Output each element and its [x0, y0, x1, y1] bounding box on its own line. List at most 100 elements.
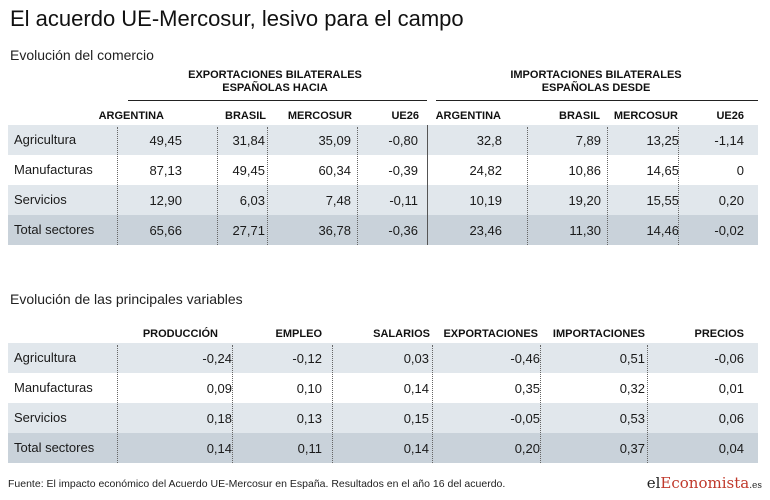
table-cell: 31,84: [232, 133, 265, 148]
column-divider: [332, 345, 333, 463]
table-cell: 0,14: [403, 381, 429, 396]
column-divider: [678, 127, 679, 245]
table-row: Manufacturas 87,13 49,45 60,34 -0,39 24,82 10,…: [8, 155, 758, 185]
column-divider: [647, 345, 648, 463]
table-cell: 87,13: [149, 163, 182, 178]
table-cell: 0,37: [619, 441, 645, 456]
t1-col-header: ARGENTINA: [435, 110, 501, 122]
export-group-underline: [128, 100, 427, 101]
table-cell: -0,36: [388, 223, 418, 238]
table-cell: 0,32: [619, 381, 645, 396]
table-cell: -0,39: [388, 163, 418, 178]
export-group-line2: ESPAÑOLAS HACIA: [222, 82, 328, 94]
table-row: Total sectores 65,66 27,71 36,78 -0,36 23,46 1…: [8, 215, 758, 245]
t1-col-header: BRASIL: [559, 110, 600, 122]
logo-text-pre: el: [646, 474, 661, 492]
column-divider: [607, 127, 608, 245]
t2-col-header: EMPLEO: [275, 328, 322, 340]
row-label: Manufacturas: [14, 380, 93, 395]
table-cell: 6,03: [239, 193, 265, 208]
variables-table: Agricultura -0,24 -0,12 0,03 -0,46 0,51 -0,06 M…: [8, 343, 758, 463]
table-cell: 49,45: [149, 133, 182, 148]
row-label: Total sectores: [14, 222, 95, 237]
row-label: Total sectores: [14, 440, 95, 455]
column-divider: [267, 127, 268, 245]
t1-col-header: BRASIL: [225, 110, 266, 122]
t2-col-header: IMPORTACIONES: [552, 328, 645, 340]
table-cell: 0,13: [296, 411, 322, 426]
export-group-header: EXPORTACIONES BILATERALES ESPAÑOLAS HACI…: [130, 69, 420, 95]
table-cell: 11,30: [569, 223, 601, 238]
table-cell: 12,90: [149, 193, 182, 208]
table-cell: 0,01: [718, 381, 744, 396]
table-row: Agricultura 49,45 31,84 35,09 -0,80 32,8 7,89 1…: [8, 125, 758, 155]
table-cell: 0,06: [718, 411, 744, 426]
table-cell: -1,14: [714, 133, 744, 148]
column-divider: [357, 127, 358, 245]
import-group-underline: [436, 100, 758, 101]
table-cell: -0,24: [202, 351, 232, 366]
table-cell: -0,11: [389, 193, 418, 208]
t2-col-header: EXPORTACIONES: [443, 328, 538, 340]
table-row: Manufacturas 0,09 0,10 0,14 0,35 0,32 0,01: [8, 373, 758, 403]
table-cell: 14,46: [646, 223, 679, 238]
trade-table: Agricultura 49,45 31,84 35,09 -0,80 32,8 7,89 1…: [8, 125, 758, 245]
import-group-header: IMPORTACIONES BILATERALES ESPAÑOLAS DESD…: [436, 69, 756, 95]
table-cell: -0,80: [388, 133, 418, 148]
table1-subtitle: Evolución del comercio: [10, 47, 154, 63]
table-cell: 24,82: [469, 163, 502, 178]
source-note: Fuente: El impacto económico del Acuerdo…: [8, 478, 506, 490]
table-cell: 7,89: [575, 133, 601, 148]
table-row: Servicios 12,90 6,03 7,48 -0,11 10,19 19,20 15,…: [8, 185, 758, 215]
table-cell: 0,20: [514, 441, 540, 456]
table-cell: 7,48: [325, 193, 351, 208]
table-cell: -0,46: [510, 351, 540, 366]
table-cell: 0,11: [297, 441, 322, 456]
table-cell: -0,06: [714, 351, 744, 366]
table-cell: 36,78: [318, 223, 351, 238]
t1-col-header: MERCOSUR: [613, 110, 678, 122]
column-divider: [217, 127, 218, 245]
table-cell: -0,05: [510, 411, 540, 426]
group-divider: [427, 125, 428, 245]
column-divider: [527, 127, 528, 245]
table-cell: 60,34: [318, 163, 351, 178]
table-cell: 0,09: [206, 381, 232, 396]
t2-col-header: SALARIOS: [373, 328, 430, 340]
table-cell: 49,45: [232, 163, 265, 178]
table-row: Agricultura -0,24 -0,12 0,03 -0,46 0,51 -0,06: [8, 343, 758, 373]
table-cell: 23,46: [469, 223, 502, 238]
table-cell: 0,51: [619, 351, 645, 366]
t1-col-header: ARGENTINA: [98, 110, 164, 122]
table-cell: 10,86: [568, 163, 601, 178]
row-label: Servicios: [14, 192, 67, 207]
t2-col-header: PRECIOS: [694, 328, 744, 340]
table-cell: 0,15: [403, 411, 429, 426]
table-cell: 10,19: [469, 193, 502, 208]
table-row: Total sectores 0,14 0,11 0,14 0,20 0,37 0,04: [8, 433, 758, 463]
export-group-line1: EXPORTACIONES BILATERALES: [188, 69, 362, 81]
table-cell: 0: [736, 163, 744, 178]
column-divider: [432, 345, 433, 463]
logo-text-accent: Economista: [660, 474, 750, 492]
table-cell: 0,03: [403, 351, 429, 366]
row-label: Manufacturas: [14, 162, 93, 177]
table2-subtitle: Evolución de las principales variables: [10, 291, 243, 307]
table-cell: 65,66: [149, 223, 182, 238]
import-group-line1: IMPORTACIONES BILATERALES: [510, 69, 682, 81]
row-label: Servicios: [14, 410, 67, 425]
table-cell: 0,53: [619, 411, 645, 426]
table-cell: 0,20: [718, 193, 744, 208]
table-cell: 13,25: [646, 133, 679, 148]
table-cell: -0,12: [292, 351, 322, 366]
t1-col-header: MERCOSUR: [287, 110, 352, 122]
column-divider: [117, 345, 118, 463]
eleconomista-logo: elEconomista.es: [647, 474, 762, 492]
table-cell: 32,8: [476, 133, 502, 148]
table-cell: 0,14: [403, 441, 429, 456]
table-cell: 35,09: [318, 133, 351, 148]
row-label: Agricultura: [14, 132, 77, 147]
table-cell: 27,71: [232, 223, 265, 238]
table-cell: 0,04: [718, 441, 744, 456]
table-cell: -0,02: [714, 223, 744, 238]
